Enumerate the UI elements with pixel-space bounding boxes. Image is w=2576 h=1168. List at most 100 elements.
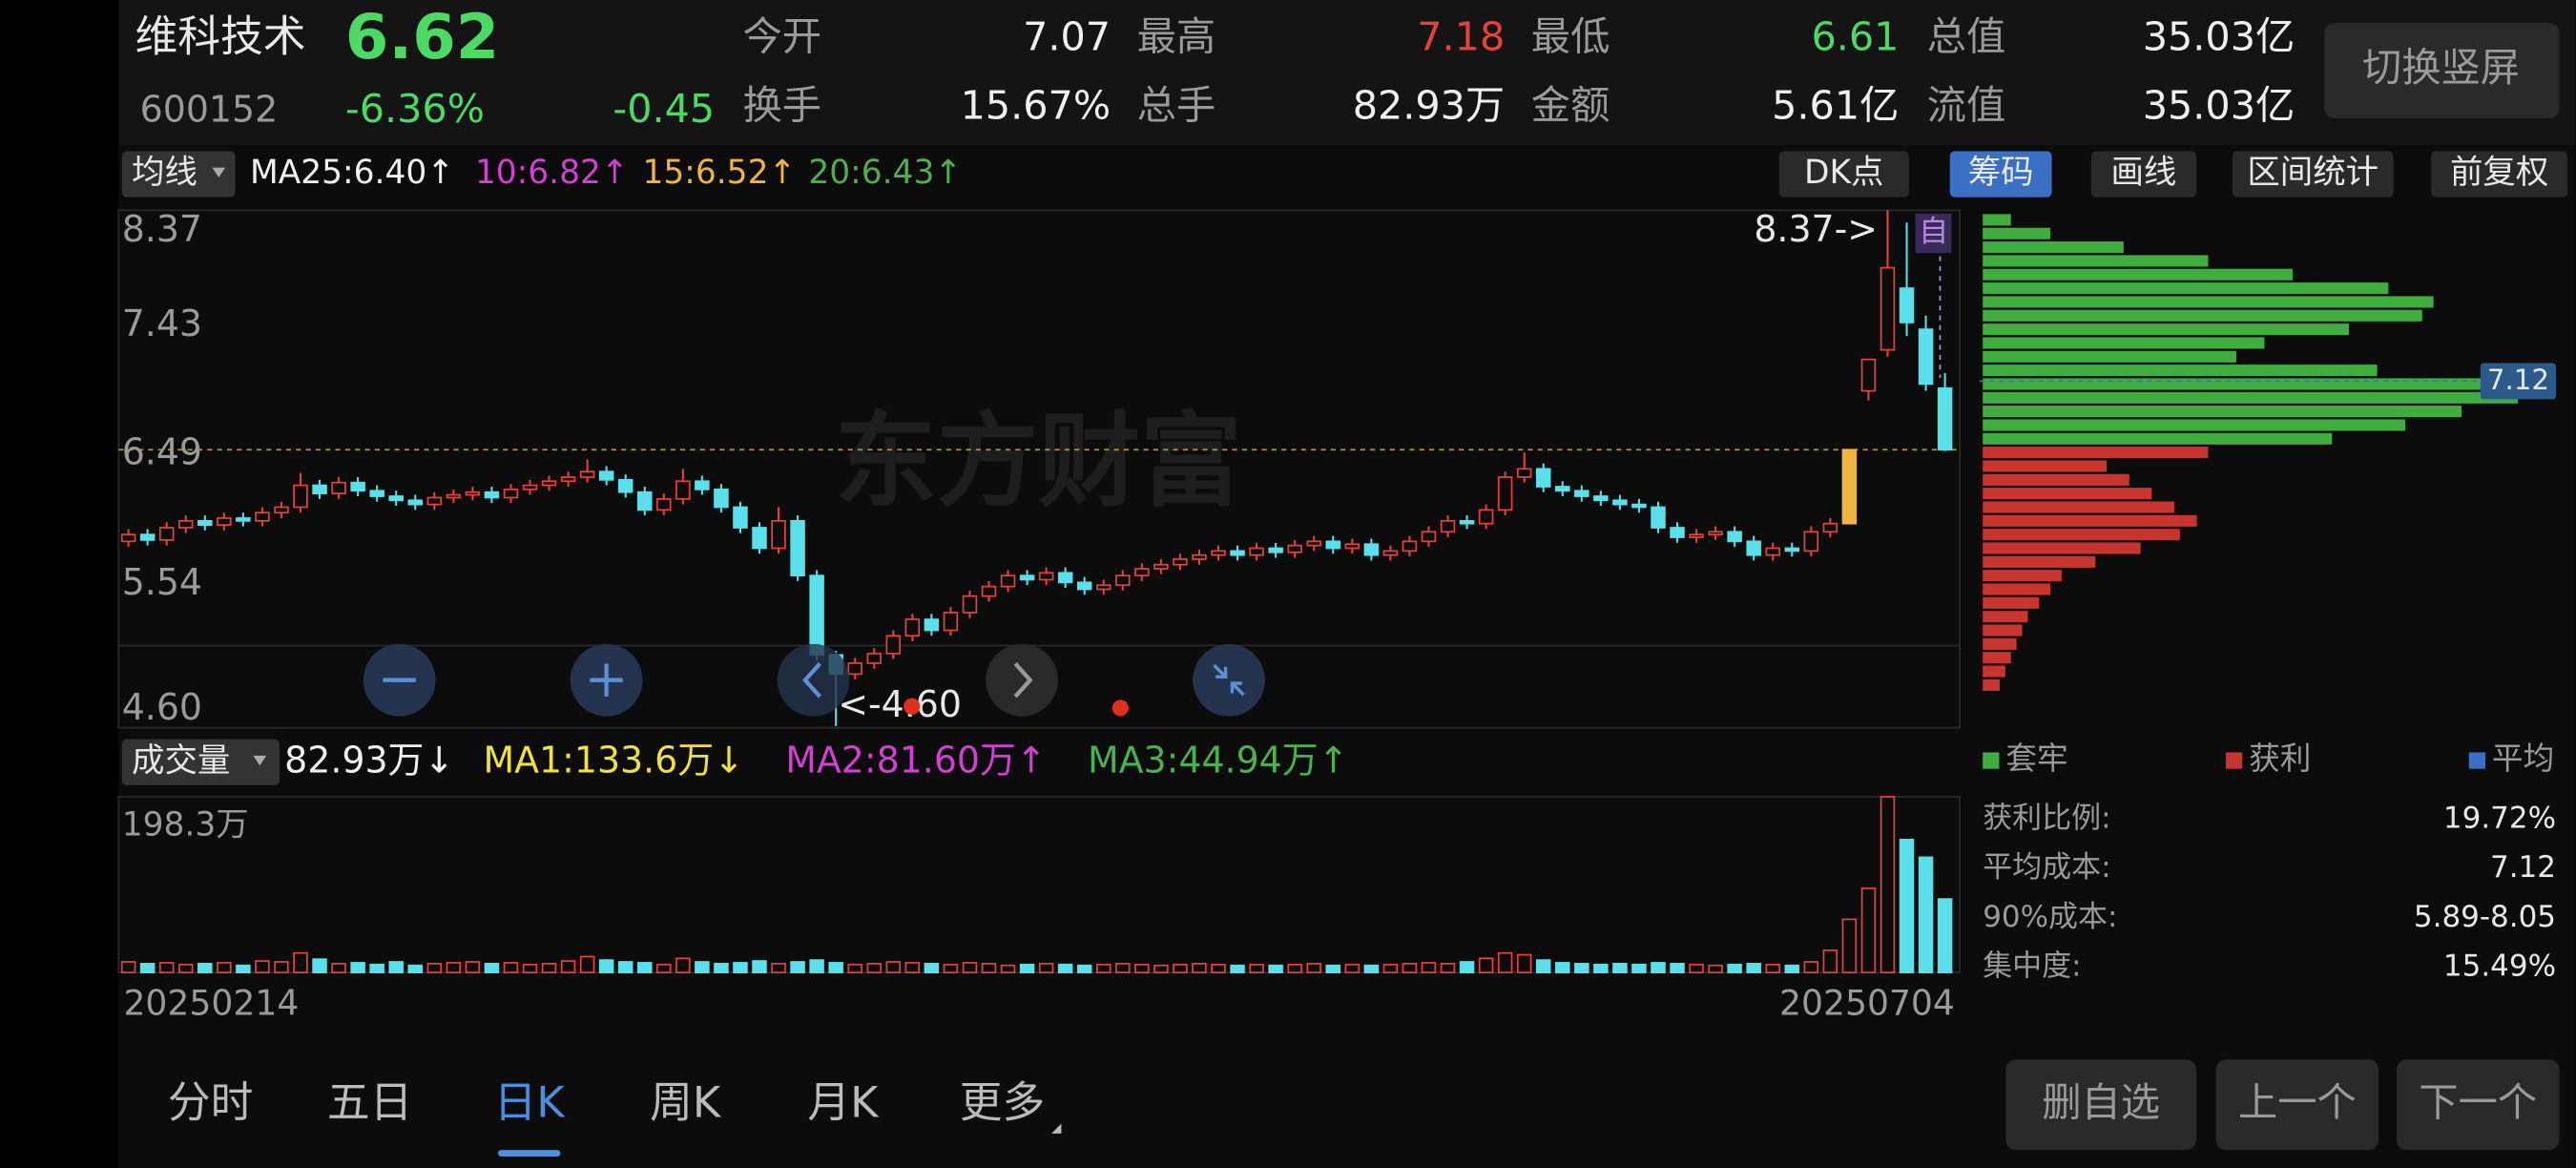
icon bbox=[1213, 663, 1245, 697]
candle-body bbox=[752, 527, 767, 550]
volume-bar bbox=[158, 962, 175, 974]
candle-body bbox=[236, 517, 251, 522]
action-button[interactable] bbox=[2215, 1059, 2379, 1151]
candle-body bbox=[1593, 495, 1609, 502]
stat-label: 总手 bbox=[1137, 83, 1216, 129]
toolbar-button-label[interactable]: 画线 bbox=[2110, 154, 2176, 192]
candle-body bbox=[312, 484, 327, 495]
candle-body bbox=[1230, 550, 1245, 556]
candle-body bbox=[120, 533, 136, 543]
action-button-label[interactable]: 删自选 bbox=[2042, 1080, 2160, 1126]
move-left[interactable] bbox=[777, 643, 850, 717]
candle-body bbox=[771, 519, 786, 550]
toolbar-button[interactable] bbox=[1949, 151, 2052, 198]
toolbar-button[interactable] bbox=[2090, 151, 2196, 198]
volume-bar bbox=[1192, 962, 1207, 973]
volume-bar bbox=[1249, 963, 1264, 974]
candle-body bbox=[1841, 448, 1858, 525]
action-button[interactable] bbox=[2397, 1059, 2560, 1151]
period-tab[interactable]: 日K bbox=[494, 1077, 567, 1128]
period-tab[interactable]: 五日 bbox=[327, 1077, 413, 1128]
candle-body bbox=[522, 484, 538, 490]
stat-value: 15.67% bbox=[961, 83, 1111, 129]
chip-bar bbox=[1983, 419, 2406, 431]
volume-bar bbox=[1115, 962, 1131, 973]
toolbar-button-label[interactable]: 筹码 bbox=[1968, 154, 2034, 192]
volume-menu-label[interactable]: 成交量 bbox=[132, 741, 230, 780]
period-tab[interactable]: 分时 bbox=[168, 1077, 254, 1128]
change: -0.45 bbox=[613, 86, 715, 132]
chip-bar bbox=[1983, 296, 2434, 308]
action-button-label[interactable]: 下一个 bbox=[2419, 1080, 2537, 1126]
candle-body bbox=[1708, 531, 1723, 536]
event-dot[interactable] bbox=[904, 698, 921, 715]
chip-bar bbox=[1983, 460, 2108, 472]
volume-bar bbox=[1535, 959, 1551, 974]
chip-stats: 获利比例: 19.72% 平均成本: 7.12 90%成本: 5.89-8.05 集中度: 1… bbox=[1983, 802, 2556, 984]
ma-menu-label[interactable]: 均线 bbox=[132, 154, 197, 192]
stat-label: 90%成本: bbox=[1983, 900, 2117, 934]
auto-tag-bg[interactable] bbox=[1915, 213, 1952, 254]
candle-body bbox=[177, 519, 194, 529]
candle-body bbox=[1478, 509, 1494, 525]
ma-menu[interactable] bbox=[121, 151, 236, 198]
stat-value: 19.72% bbox=[2443, 802, 2556, 836]
stat-label: 换手 bbox=[742, 83, 821, 129]
avg-tag-bg bbox=[2480, 363, 2557, 400]
stat-value: 5.89-8.05 bbox=[2414, 900, 2556, 934]
move-right[interactable] bbox=[986, 643, 1058, 717]
candle-body bbox=[484, 490, 500, 499]
chip-bar bbox=[1983, 241, 2124, 254]
volume-bar bbox=[1708, 964, 1723, 973]
candle-body bbox=[541, 480, 557, 487]
candle-body bbox=[1096, 584, 1111, 591]
volume-bar bbox=[771, 962, 786, 973]
candle-body bbox=[1287, 544, 1302, 553]
candle-body bbox=[197, 519, 213, 526]
chip-bar bbox=[1983, 255, 2209, 267]
volume-bar bbox=[312, 958, 327, 973]
candle-body bbox=[1497, 476, 1513, 511]
switch-button[interactable] bbox=[2324, 23, 2560, 118]
switch-button-label[interactable]: 切换竖屏 bbox=[2362, 45, 2520, 91]
ma-indicator: 20:6.43↑ bbox=[808, 154, 962, 192]
toolbar-button-label[interactable]: 区间统计 bbox=[2247, 154, 2379, 192]
volume-bar bbox=[1096, 963, 1111, 974]
stat-value: 6.61 bbox=[1811, 13, 1899, 59]
volume-bar bbox=[1230, 964, 1245, 973]
action-button[interactable] bbox=[2005, 1059, 2196, 1151]
auto-tag[interactable]: 自 bbox=[1919, 215, 1948, 249]
candle-body bbox=[1115, 574, 1131, 587]
period-tab[interactable]: 更多 bbox=[960, 1077, 1045, 1128]
reset-zoom[interactable] bbox=[1193, 643, 1265, 717]
candle-body bbox=[981, 585, 997, 597]
action-button-label[interactable]: 上一个 bbox=[2238, 1080, 2357, 1126]
volume-menu[interactable] bbox=[121, 739, 280, 785]
volume-bar bbox=[1076, 964, 1092, 973]
candle-body bbox=[1421, 531, 1437, 543]
volume-bar bbox=[714, 962, 729, 973]
volume-bar bbox=[733, 962, 748, 974]
candle-body bbox=[274, 506, 289, 514]
ma-indicator: 15:6.52↑ bbox=[642, 154, 796, 192]
volume-bar bbox=[1574, 962, 1589, 973]
toolbar-button[interactable] bbox=[2232, 151, 2394, 198]
period-tab[interactable]: 周K bbox=[650, 1077, 722, 1128]
volume-bar bbox=[1478, 957, 1494, 974]
volume-bar bbox=[1516, 953, 1532, 973]
period-tab[interactable]: 月K bbox=[807, 1077, 880, 1128]
toolbar-button-label[interactable]: DK点 bbox=[1804, 154, 1884, 192]
stat-label: 集中度: bbox=[1983, 949, 2081, 983]
toolbar-button-label[interactable]: 前复权 bbox=[2450, 154, 2548, 192]
low-label: <-4.60 bbox=[838, 683, 962, 725]
candle-body bbox=[1918, 328, 1934, 386]
event-dot[interactable] bbox=[1111, 699, 1130, 717]
toolbar-button[interactable] bbox=[2431, 151, 2568, 198]
candle-body bbox=[1535, 468, 1551, 488]
legend-label: 平均 bbox=[2492, 740, 2554, 777]
chip-legend: 套牢 获利 平均 bbox=[1983, 740, 2554, 777]
candle-body bbox=[1268, 547, 1283, 553]
candle-body bbox=[1555, 486, 1570, 492]
toolbar-button[interactable] bbox=[1778, 151, 1909, 198]
volume-bar bbox=[675, 957, 691, 974]
